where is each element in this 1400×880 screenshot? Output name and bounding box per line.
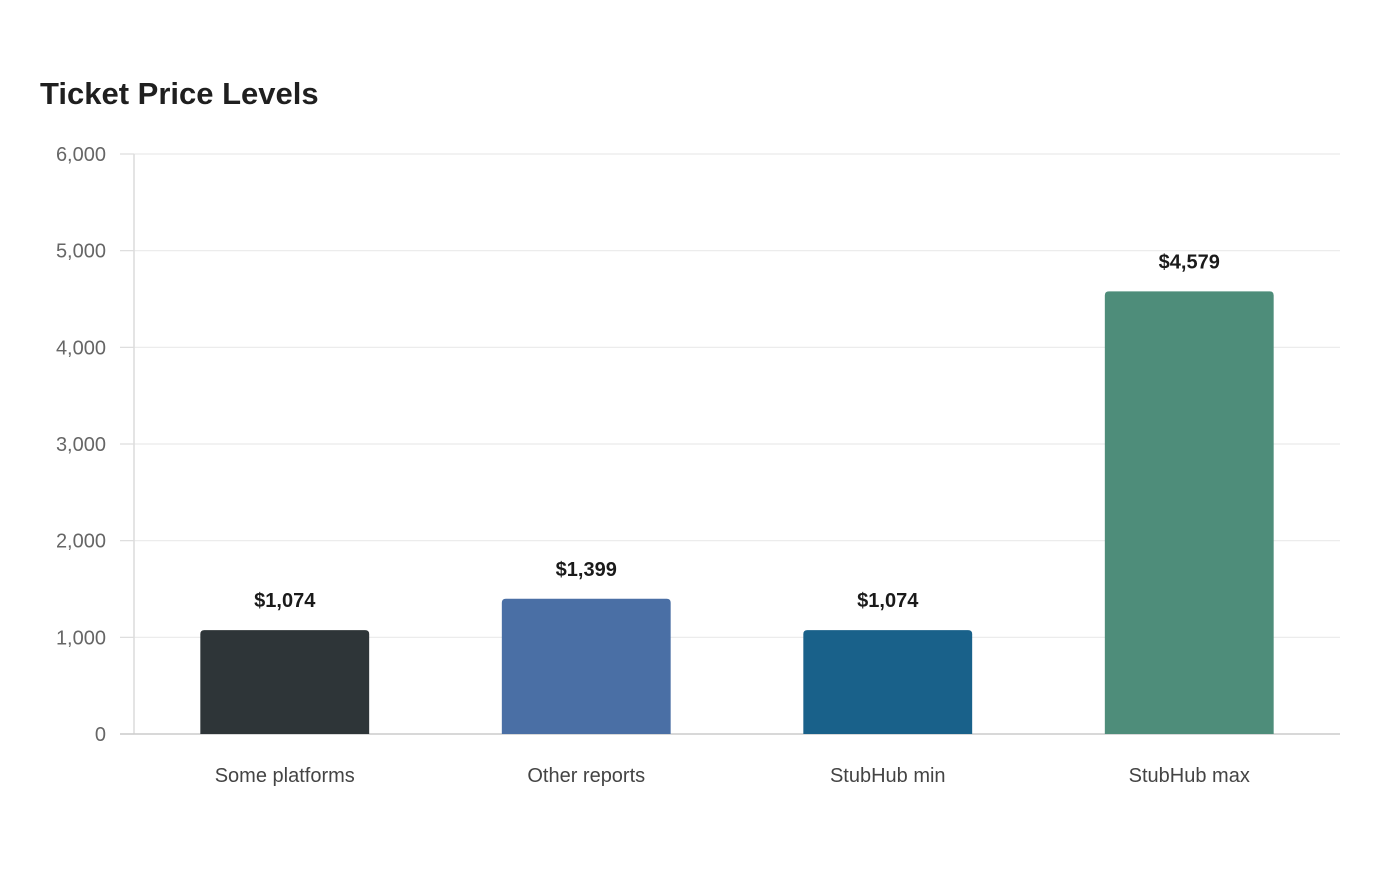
bar-value-label: $4,579 [1159, 251, 1220, 273]
x-tick-label: Some platforms [215, 765, 355, 787]
axes: 0 1,000 2,000 3,000 4,000 5,000 6,000 [56, 144, 1340, 746]
y-tick-label: 1,000 [56, 627, 106, 649]
y-tick-label: 3,000 [56, 434, 106, 456]
labels: $1,074 Some platforms $1,399 Other reports $… [215, 251, 1250, 787]
bars [200, 291, 1274, 734]
bar-stubhub-min [803, 630, 973, 734]
bar-value-label: $1,399 [556, 559, 617, 581]
chart-title: Ticket Price Levels [40, 76, 319, 111]
x-tick-label: StubHub max [1129, 765, 1250, 787]
y-tick-label: 0 [95, 724, 106, 746]
x-tick-label: Other reports [527, 765, 645, 787]
y-tick-label: 4,000 [56, 337, 106, 359]
bar-some-platforms [200, 630, 370, 734]
y-tick-label: 2,000 [56, 531, 106, 553]
bar-stubhub-max [1104, 291, 1274, 734]
bar-value-label: $1,074 [254, 590, 316, 612]
y-tick-label: 6,000 [56, 144, 106, 166]
bar-value-label: $1,074 [857, 590, 919, 612]
x-tick-label: StubHub min [830, 765, 946, 787]
y-tick-label: 5,000 [56, 241, 106, 263]
bar-other-reports [501, 598, 671, 734]
